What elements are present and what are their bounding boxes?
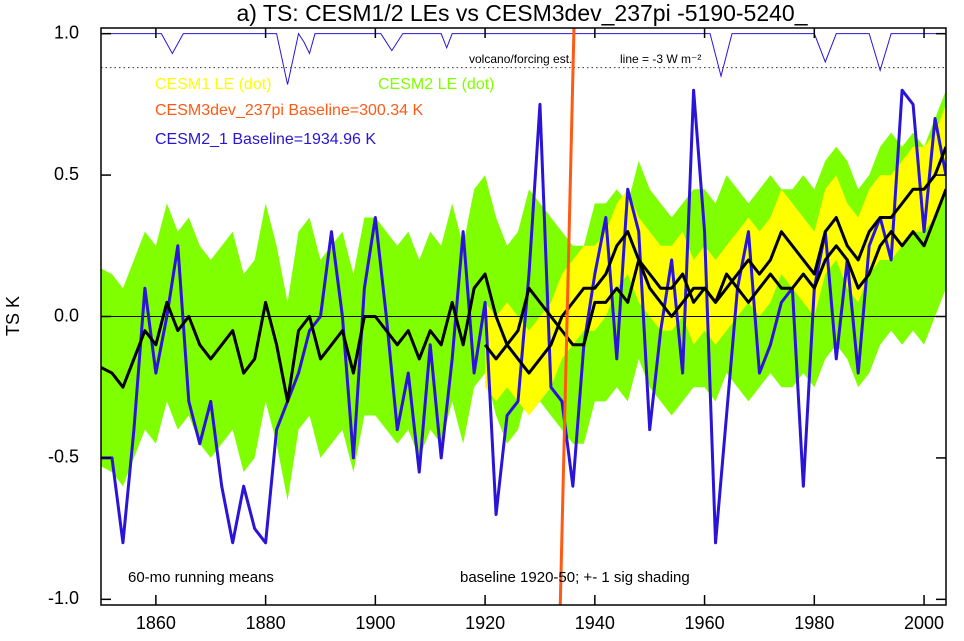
x-tick-label: 1960 bbox=[685, 613, 725, 633]
axes: 1.0 0.5 0.0 -0.5 -1.0 1860 1880 1900 1920 1940 196… bbox=[48, 22, 947, 633]
y-tick-label: -1.0 bbox=[48, 588, 79, 608]
y-tick-label: 0.5 bbox=[54, 164, 79, 184]
chart-title: a) TS: CESM1/2 LEs vs CESM3dev_237pi -51… bbox=[236, 0, 808, 26]
legend-entry: CESM3dev_237pi Baseline=300.34 K bbox=[155, 102, 424, 119]
legend-entry: CESM1 LE (dot) bbox=[155, 76, 271, 93]
ensemble-mean-line bbox=[101, 188, 946, 403]
series-line bbox=[101, 88, 946, 545]
x-tick-label: 1920 bbox=[465, 613, 505, 633]
sigma-band bbox=[485, 104, 946, 416]
plot-area bbox=[101, 28, 946, 605]
annotation: baseline 1920-50; +- 1 sig shading bbox=[460, 569, 690, 586]
ensemble-mean-line bbox=[483, 146, 946, 375]
x-tick-label: 2000 bbox=[904, 613, 944, 633]
y-tick-label: 0.0 bbox=[54, 305, 79, 325]
series-line bbox=[558, 28, 576, 605]
legend-entry: CESM2_1 Baseline=1934.96 K bbox=[155, 131, 376, 148]
forcing-line bbox=[101, 32, 946, 85]
y-axis-label: TS K bbox=[3, 296, 23, 336]
x-tick-label: 1880 bbox=[246, 613, 286, 633]
x-tick-label: 1900 bbox=[355, 613, 395, 633]
y-tick-label: 1.0 bbox=[54, 22, 79, 42]
y-tick-label: -0.5 bbox=[48, 447, 79, 467]
annotation: 60-mo running means bbox=[128, 569, 274, 586]
sigma-band bbox=[101, 90, 946, 501]
legend-entry: CESM2 LE (dot) bbox=[378, 76, 494, 93]
x-tick-label: 1980 bbox=[794, 613, 834, 633]
x-tick-label: 1940 bbox=[575, 613, 615, 633]
x-tick-label: 1860 bbox=[136, 613, 176, 633]
forcing-line-label: line = -3 W m⁻² bbox=[620, 52, 701, 66]
forcing-label: volcano/forcing est. bbox=[469, 52, 572, 66]
